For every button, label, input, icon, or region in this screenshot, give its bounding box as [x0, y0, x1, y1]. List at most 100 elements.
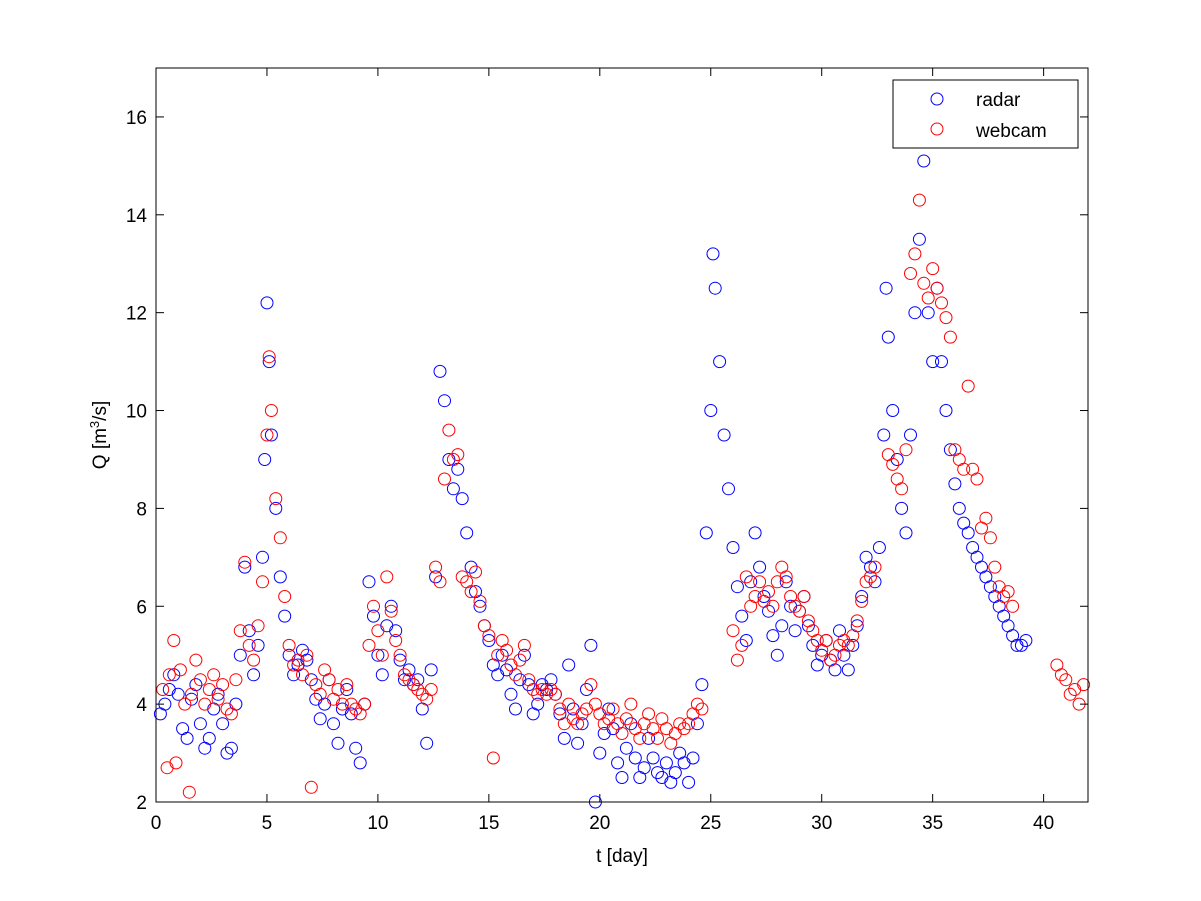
data-point-webcam — [961, 379, 975, 393]
data-point-radar — [753, 560, 767, 574]
data-point-webcam — [895, 482, 909, 496]
data-point-webcam — [375, 648, 389, 662]
data-point-radar — [411, 673, 425, 687]
x-tick-label: 30 — [811, 813, 832, 834]
legend-marker-radar — [930, 92, 944, 106]
data-point-radar — [273, 570, 287, 584]
data-point-webcam — [251, 619, 265, 633]
data-point-radar — [247, 668, 261, 682]
data-point-radar — [264, 428, 278, 442]
data-point-radar — [855, 590, 869, 603]
data-point-radar — [628, 751, 642, 765]
data-point-radar — [637, 761, 651, 775]
data-point-radar — [353, 756, 367, 770]
data-point-radar — [659, 756, 673, 770]
data-points — [153, 154, 1091, 809]
data-point-radar — [313, 712, 327, 726]
x-axis-label: t [day] — [596, 846, 648, 867]
data-point-webcam — [500, 643, 514, 657]
data-point-webcam — [988, 560, 1002, 574]
data-point-webcam — [313, 687, 327, 701]
data-point-webcam — [797, 590, 811, 603]
data-point-webcam — [242, 638, 256, 652]
plot-area — [156, 68, 1088, 802]
data-point-radar — [917, 154, 931, 168]
data-point-webcam — [846, 629, 860, 643]
y-tick-label: 12 — [126, 304, 147, 325]
data-point-webcam — [442, 423, 456, 437]
data-point-webcam — [229, 673, 243, 687]
x-tick-label: 10 — [367, 813, 388, 834]
data-point-webcam — [908, 247, 922, 261]
data-point-webcam — [380, 570, 394, 584]
data-point-webcam — [926, 262, 940, 276]
data-point-webcam — [282, 638, 296, 652]
data-point-radar — [429, 570, 443, 584]
data-point-webcam — [362, 638, 376, 652]
data-point-radar — [770, 648, 784, 662]
data-point-radar — [340, 683, 354, 696]
data-point-radar — [522, 678, 536, 692]
data-point-webcam — [917, 276, 931, 290]
data-point-radar — [879, 281, 893, 295]
data-point-webcam — [739, 570, 753, 584]
data-point-radar — [730, 580, 744, 594]
data-point-webcam — [677, 722, 691, 736]
legend: radar webcam — [892, 79, 1079, 149]
data-point-radar — [258, 453, 272, 466]
data-point-radar — [251, 638, 265, 652]
data-point-webcam — [486, 751, 500, 765]
data-point-radar — [952, 501, 966, 515]
data-point-radar — [300, 653, 314, 667]
data-point-radar — [744, 575, 758, 589]
y-axis-label: Q [m3/s] — [87, 401, 111, 469]
data-point-radar — [455, 492, 469, 506]
data-point-radar — [384, 599, 398, 613]
data-point-webcam — [211, 692, 225, 706]
data-point-radar — [202, 731, 216, 745]
data-point-webcam — [540, 687, 554, 701]
data-point-radar — [872, 541, 886, 554]
x-tick-label: 25 — [700, 813, 721, 834]
data-point-webcam — [1059, 673, 1073, 687]
data-point-webcam — [384, 604, 398, 618]
data-point-webcam — [921, 291, 935, 305]
x-tick-label: 20 — [589, 813, 610, 834]
data-point-radar — [278, 609, 292, 623]
data-point-webcam — [535, 683, 549, 696]
data-point-radar — [371, 648, 385, 662]
data-point-webcam — [304, 780, 318, 794]
data-point-radar — [224, 741, 238, 755]
data-point-radar — [948, 477, 962, 491]
data-point-webcam — [824, 653, 838, 667]
data-point-radar — [482, 634, 496, 647]
data-point-radar — [619, 741, 633, 755]
data-point-webcam — [695, 702, 709, 716]
data-point-webcam — [642, 707, 656, 721]
data-point-radar — [331, 736, 345, 750]
data-point-radar — [424, 663, 438, 677]
data-point-webcam — [526, 683, 540, 696]
data-point-webcam — [198, 697, 212, 711]
y-tick-label: 16 — [126, 108, 147, 129]
data-point-radar — [757, 590, 771, 603]
data-point-webcam — [1054, 668, 1068, 682]
data-point-webcam — [287, 658, 301, 672]
data-point-radar — [509, 702, 522, 716]
x-tick-label: 15 — [478, 813, 499, 834]
data-point-radar — [531, 697, 545, 711]
data-point-webcam — [651, 731, 664, 745]
data-point-webcam — [433, 575, 447, 589]
data-point-webcam — [371, 624, 385, 638]
data-point-webcam — [358, 697, 372, 711]
data-point-radar — [615, 771, 629, 784]
data-point-radar — [706, 247, 720, 261]
data-point-webcam — [1001, 585, 1015, 599]
x-tick-label: 5 — [262, 813, 273, 834]
data-point-webcam — [173, 663, 187, 677]
data-point-radar — [580, 683, 593, 696]
data-point-radar — [651, 766, 664, 780]
data-point-radar — [708, 281, 722, 295]
data-point-radar — [233, 648, 247, 662]
